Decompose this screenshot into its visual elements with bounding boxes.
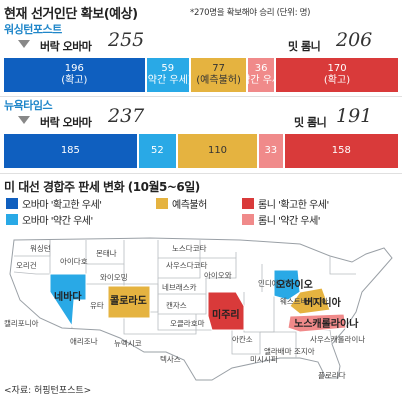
obama-name-1: 버락 오바마 bbox=[40, 40, 92, 53]
state-label-oregon: 오리건 bbox=[16, 260, 37, 270]
legend-item-tossup: 예측불허 bbox=[156, 196, 207, 211]
state-label-south-dakota: 사우스다코타 bbox=[166, 261, 207, 270]
segment-romney-lean: 36(약간 우세) bbox=[248, 58, 277, 92]
state-label-north-carolina: 노스캐롤라이나 bbox=[294, 317, 359, 330]
segment-label: (확고) bbox=[323, 75, 351, 86]
state-ohio bbox=[273, 269, 301, 301]
state-label-new-mexico: 뉴멕시코 bbox=[114, 338, 142, 348]
map-title: 미 대선 경합주 판세 변화 (10월5~6일) bbox=[4, 180, 200, 194]
state-label-washington: 워싱턴 bbox=[30, 243, 51, 253]
state-label-montana: 몬태나 bbox=[96, 249, 117, 258]
state-label-west-virginia: 웨스트버지니아 bbox=[280, 296, 328, 306]
state-label-wyoming: 와이오밍 bbox=[100, 272, 128, 282]
segment-label: (약간 우세) bbox=[146, 75, 191, 86]
state-label-north-dakota: 노스다코타 bbox=[172, 244, 207, 253]
state-label-colorado: 콜로라도 bbox=[110, 294, 147, 307]
segment-value: 36 bbox=[254, 63, 268, 74]
legend-item-obama-lean: 오바마 '약간 우세' bbox=[6, 212, 93, 227]
segment-value: 77 bbox=[212, 63, 225, 74]
segment-romney-strong: 158 bbox=[284, 134, 398, 168]
legend-swatch bbox=[6, 198, 18, 209]
state-label-oklahoma: 오클라호마 bbox=[170, 319, 205, 328]
state-label-indiana: 인디애나 bbox=[258, 278, 286, 288]
segment-romney-lean: 33 bbox=[258, 134, 285, 168]
segment-obama-lean: 52 bbox=[138, 134, 179, 168]
state-virginia bbox=[289, 287, 331, 315]
state-label-georgia: 조지아 bbox=[294, 346, 315, 356]
divider bbox=[0, 96, 402, 97]
state-label-florida: 플로리다 bbox=[318, 371, 346, 380]
segment-value: 158 bbox=[331, 145, 351, 156]
segment-obama-strong: 185 bbox=[4, 134, 139, 168]
segment-value: 59 bbox=[161, 63, 175, 74]
state-label-utah: 유타 bbox=[90, 301, 104, 310]
legend-label: 롬니 '확고한 우세' bbox=[258, 200, 329, 211]
win-threshold-note: *270명을 확보해야 승리 (단위: 명) bbox=[190, 8, 311, 18]
state-label-california: 캘리포니아 bbox=[4, 318, 39, 328]
segment-label: (예측불허) bbox=[196, 75, 241, 86]
romney-name-1: 밋 롬니 bbox=[288, 40, 321, 53]
triangle-down-icon bbox=[18, 116, 30, 124]
segment-value: 33 bbox=[264, 145, 278, 156]
legend-label: 오바마 '확고한 우세' bbox=[22, 200, 102, 211]
state-label-virginia: 버지니아 bbox=[304, 296, 342, 309]
state-colorado bbox=[107, 285, 151, 319]
source-label-wapo: 워싱턴포스트 bbox=[4, 23, 62, 36]
state-label-alabama: 앨라배마 bbox=[264, 346, 292, 356]
legend-label: 예측불허 bbox=[172, 200, 207, 211]
state-nevada bbox=[49, 273, 87, 328]
segment-value: 170 bbox=[327, 63, 347, 74]
segment-obama-lean: 59 (약간 우세) bbox=[146, 58, 191, 92]
romney-total-2: 191 bbox=[336, 105, 373, 127]
legend-label: 오바마 '약간 우세' bbox=[22, 216, 93, 227]
segment-value: 110 bbox=[207, 145, 228, 156]
legend-swatch bbox=[156, 198, 168, 209]
segment-label: (확고) bbox=[61, 75, 88, 86]
state-label-texas: 텍사스 bbox=[160, 354, 181, 364]
legend-swatch bbox=[242, 214, 254, 225]
obama-total-1: 255 bbox=[108, 29, 145, 51]
state-label-arkansas: 아칸소 bbox=[232, 334, 253, 344]
segment-tossup: 77 (예측불허) bbox=[190, 58, 249, 92]
state-label-iowa: 아이오와 bbox=[204, 270, 232, 280]
source-credit: <자료: 허핑턴포스트> bbox=[4, 386, 92, 396]
state-label-missouri: 미주리 bbox=[212, 308, 240, 321]
state-label-south-carolina: 사우스캐롤라이나 bbox=[310, 334, 365, 344]
legend-label: 롬니 '약간 우세' bbox=[258, 216, 321, 227]
state-label-kansas: 캔자스 bbox=[166, 300, 187, 310]
state-label-idaho: 아이다호 bbox=[60, 256, 88, 266]
obama-name-2: 버락 오바마 bbox=[40, 116, 92, 129]
legend-item-romney-lean: 롬니 '약간 우세' bbox=[242, 212, 321, 227]
state-label-arizona: 애리조나 bbox=[70, 337, 98, 346]
us-battleground-map: 워싱턴 오리건 아이다호 몬태나 캘리포니아 네바다 유타 애리조나 와이오밍 … bbox=[4, 237, 393, 381]
romney-total-1: 206 bbox=[336, 29, 373, 51]
segment-value: 196 bbox=[64, 63, 84, 74]
stacked-bar-nyt: 185 52 110 33 158 bbox=[4, 134, 398, 168]
state-label-mississippi: 미시시피 bbox=[250, 355, 278, 364]
romney-name-2: 밋 롬니 bbox=[294, 116, 327, 129]
segment-value: 52 bbox=[151, 145, 164, 156]
state-label-nebraska: 네브래스카 bbox=[162, 283, 197, 292]
segment-label: (약간 우세) bbox=[248, 75, 274, 86]
obama-total-2: 237 bbox=[108, 105, 145, 127]
segment-obama-strong: 196 (확고) bbox=[4, 58, 147, 92]
page-title: 현재 선거인단 확보(예상) bbox=[4, 7, 138, 22]
segment-tossup: 110 bbox=[178, 134, 259, 168]
legend-item-romney-strong: 롬니 '확고한 우세' bbox=[242, 196, 329, 211]
legend-item-obama-strong: 오바마 '확고한 우세' bbox=[6, 196, 102, 211]
source-label-nyt: 뉴욕타임스 bbox=[4, 99, 53, 112]
segment-romney-strong: 170 (확고) bbox=[276, 58, 398, 92]
state-north-carolina bbox=[287, 313, 347, 333]
state-missouri bbox=[207, 291, 245, 331]
triangle-down-icon bbox=[18, 40, 30, 48]
stacked-bar-wapo: 196(확고)59(약간 우세)77(예측불허)36(약간 우세)170(확고) bbox=[4, 58, 398, 92]
state-label-ohio: 오하이오 bbox=[276, 278, 313, 291]
divider bbox=[0, 173, 402, 174]
legend-swatch bbox=[242, 198, 254, 209]
state-label-nevada: 네바다 bbox=[54, 290, 82, 303]
legend-swatch bbox=[6, 214, 18, 225]
segment-value: 185 bbox=[60, 145, 80, 156]
